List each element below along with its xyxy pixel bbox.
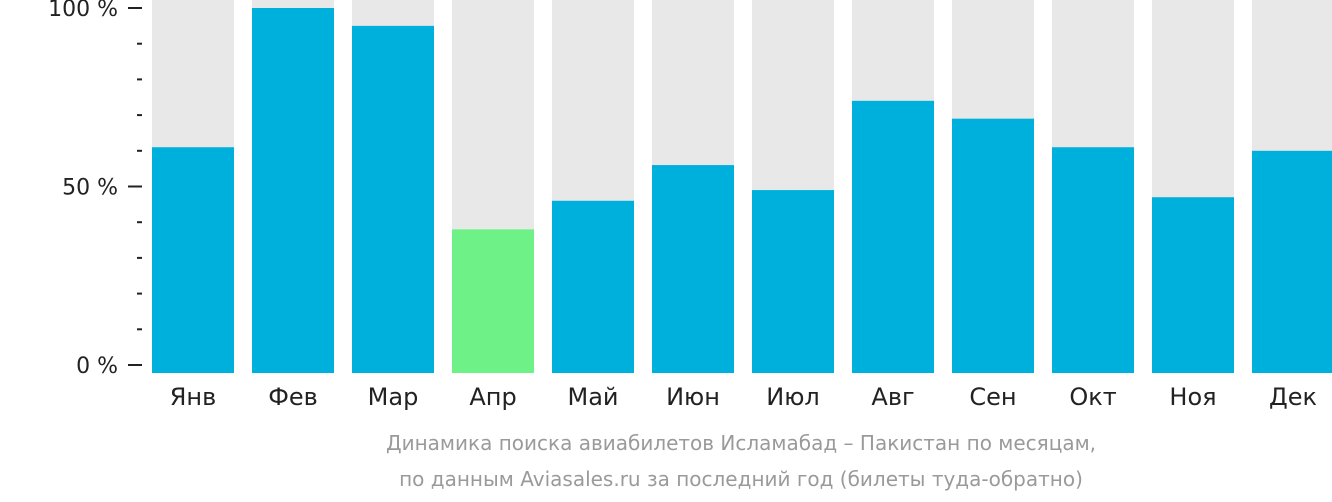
bar-2: [252, 8, 334, 373]
bar-7: [752, 190, 834, 373]
bar-10: [1052, 147, 1134, 373]
bar-4: [452, 229, 534, 373]
x-tick-label: Мар: [368, 383, 419, 411]
bar-1: [152, 147, 234, 373]
bar-3: [352, 25, 434, 373]
x-tick-label: Июл: [766, 383, 820, 411]
bar-9: [952, 118, 1034, 373]
bar-11: [1152, 197, 1234, 373]
x-tick-label: Сен: [969, 383, 1016, 411]
y-tick-label: 50 %: [62, 176, 118, 201]
bar-8: [852, 100, 934, 373]
x-tick-label: Авг: [871, 383, 914, 411]
y-tick-label: 100 %: [48, 0, 118, 22]
caption-line-1: Динамика поиска авиабилетов Исламабад – …: [385, 431, 1097, 455]
x-axis: Янв Фев Мар Апр Май Июн Июл Авг Сен Окт Ноя Дек: [170, 383, 1317, 411]
x-tick-label: Дек: [1269, 383, 1317, 411]
bar-chart: 100 % 50 % 0 % Янв Фев Мар Апр Май Июн Июл Авг Сен…: [48, 0, 1332, 411]
y-axis: 100 % 50 % 0 %: [48, 0, 142, 379]
bar-6: [652, 165, 734, 373]
y-tick-label: 0 %: [76, 354, 118, 379]
x-tick-label: Фев: [268, 383, 318, 411]
x-tick-label: Июн: [666, 383, 720, 411]
x-tick-label: Ноя: [1169, 383, 1216, 411]
caption-line-2: по данным Aviasales.ru за последний год …: [399, 467, 1083, 491]
bars: [152, 8, 1332, 373]
x-tick-label: Май: [567, 383, 618, 411]
bar-12: [1252, 150, 1332, 373]
bar-5: [552, 200, 634, 373]
x-tick-label: Окт: [1069, 383, 1116, 411]
x-tick-label: Янв: [170, 383, 217, 411]
x-tick-label: Апр: [469, 383, 516, 411]
